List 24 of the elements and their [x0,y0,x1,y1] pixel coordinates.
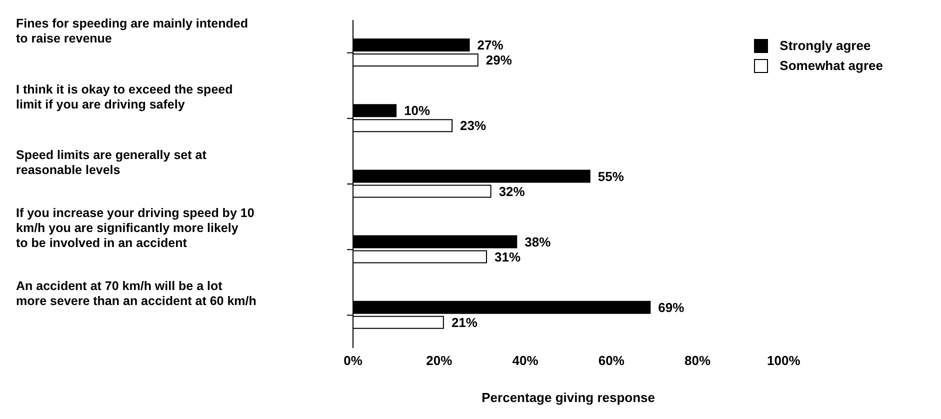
x-tick-label: 0% [344,353,363,368]
data-label: 32% [498,184,526,199]
x-tick-label: 80% [684,353,711,368]
data-label: 55% [598,168,624,184]
x-tick-label: 20% [426,353,453,368]
y-tick-label: Speed limits are generally set at reasonable levels [16,148,208,177]
data-label: 69% [658,300,685,315]
data-label: 38% [524,234,552,250]
x-tick-label: 40% [512,353,539,368]
data-label: 10% [404,103,431,118]
data-label: 31% [494,249,521,264]
y-tick-label: I think it is okay to exceed the speed limit if you are driving safely [16,82,233,112]
x-tick-label: 60% [598,353,625,368]
x-axis-title: Percentage giving response [482,390,656,405]
legend-label: Somewhat agree [780,58,883,73]
y-tick-label: An accident at 70 km/h will be a lot more severe than an accident at 60 km/h [16,279,256,308]
legend-label: Strongly agree [780,38,871,53]
data-label: 23% [460,118,487,134]
data-label: 21% [451,314,478,330]
y-tick-label: Fines for speeding are mainly intended to raise revenue [16,16,248,46]
y-tick-label: If you increase your driving speed by 10 km/h you are significantly more likely to be involved in an accident [16,206,254,250]
data-label: 27% [477,38,504,53]
data-label: 29% [486,52,512,68]
x-tick-label: 100% [767,353,801,368]
